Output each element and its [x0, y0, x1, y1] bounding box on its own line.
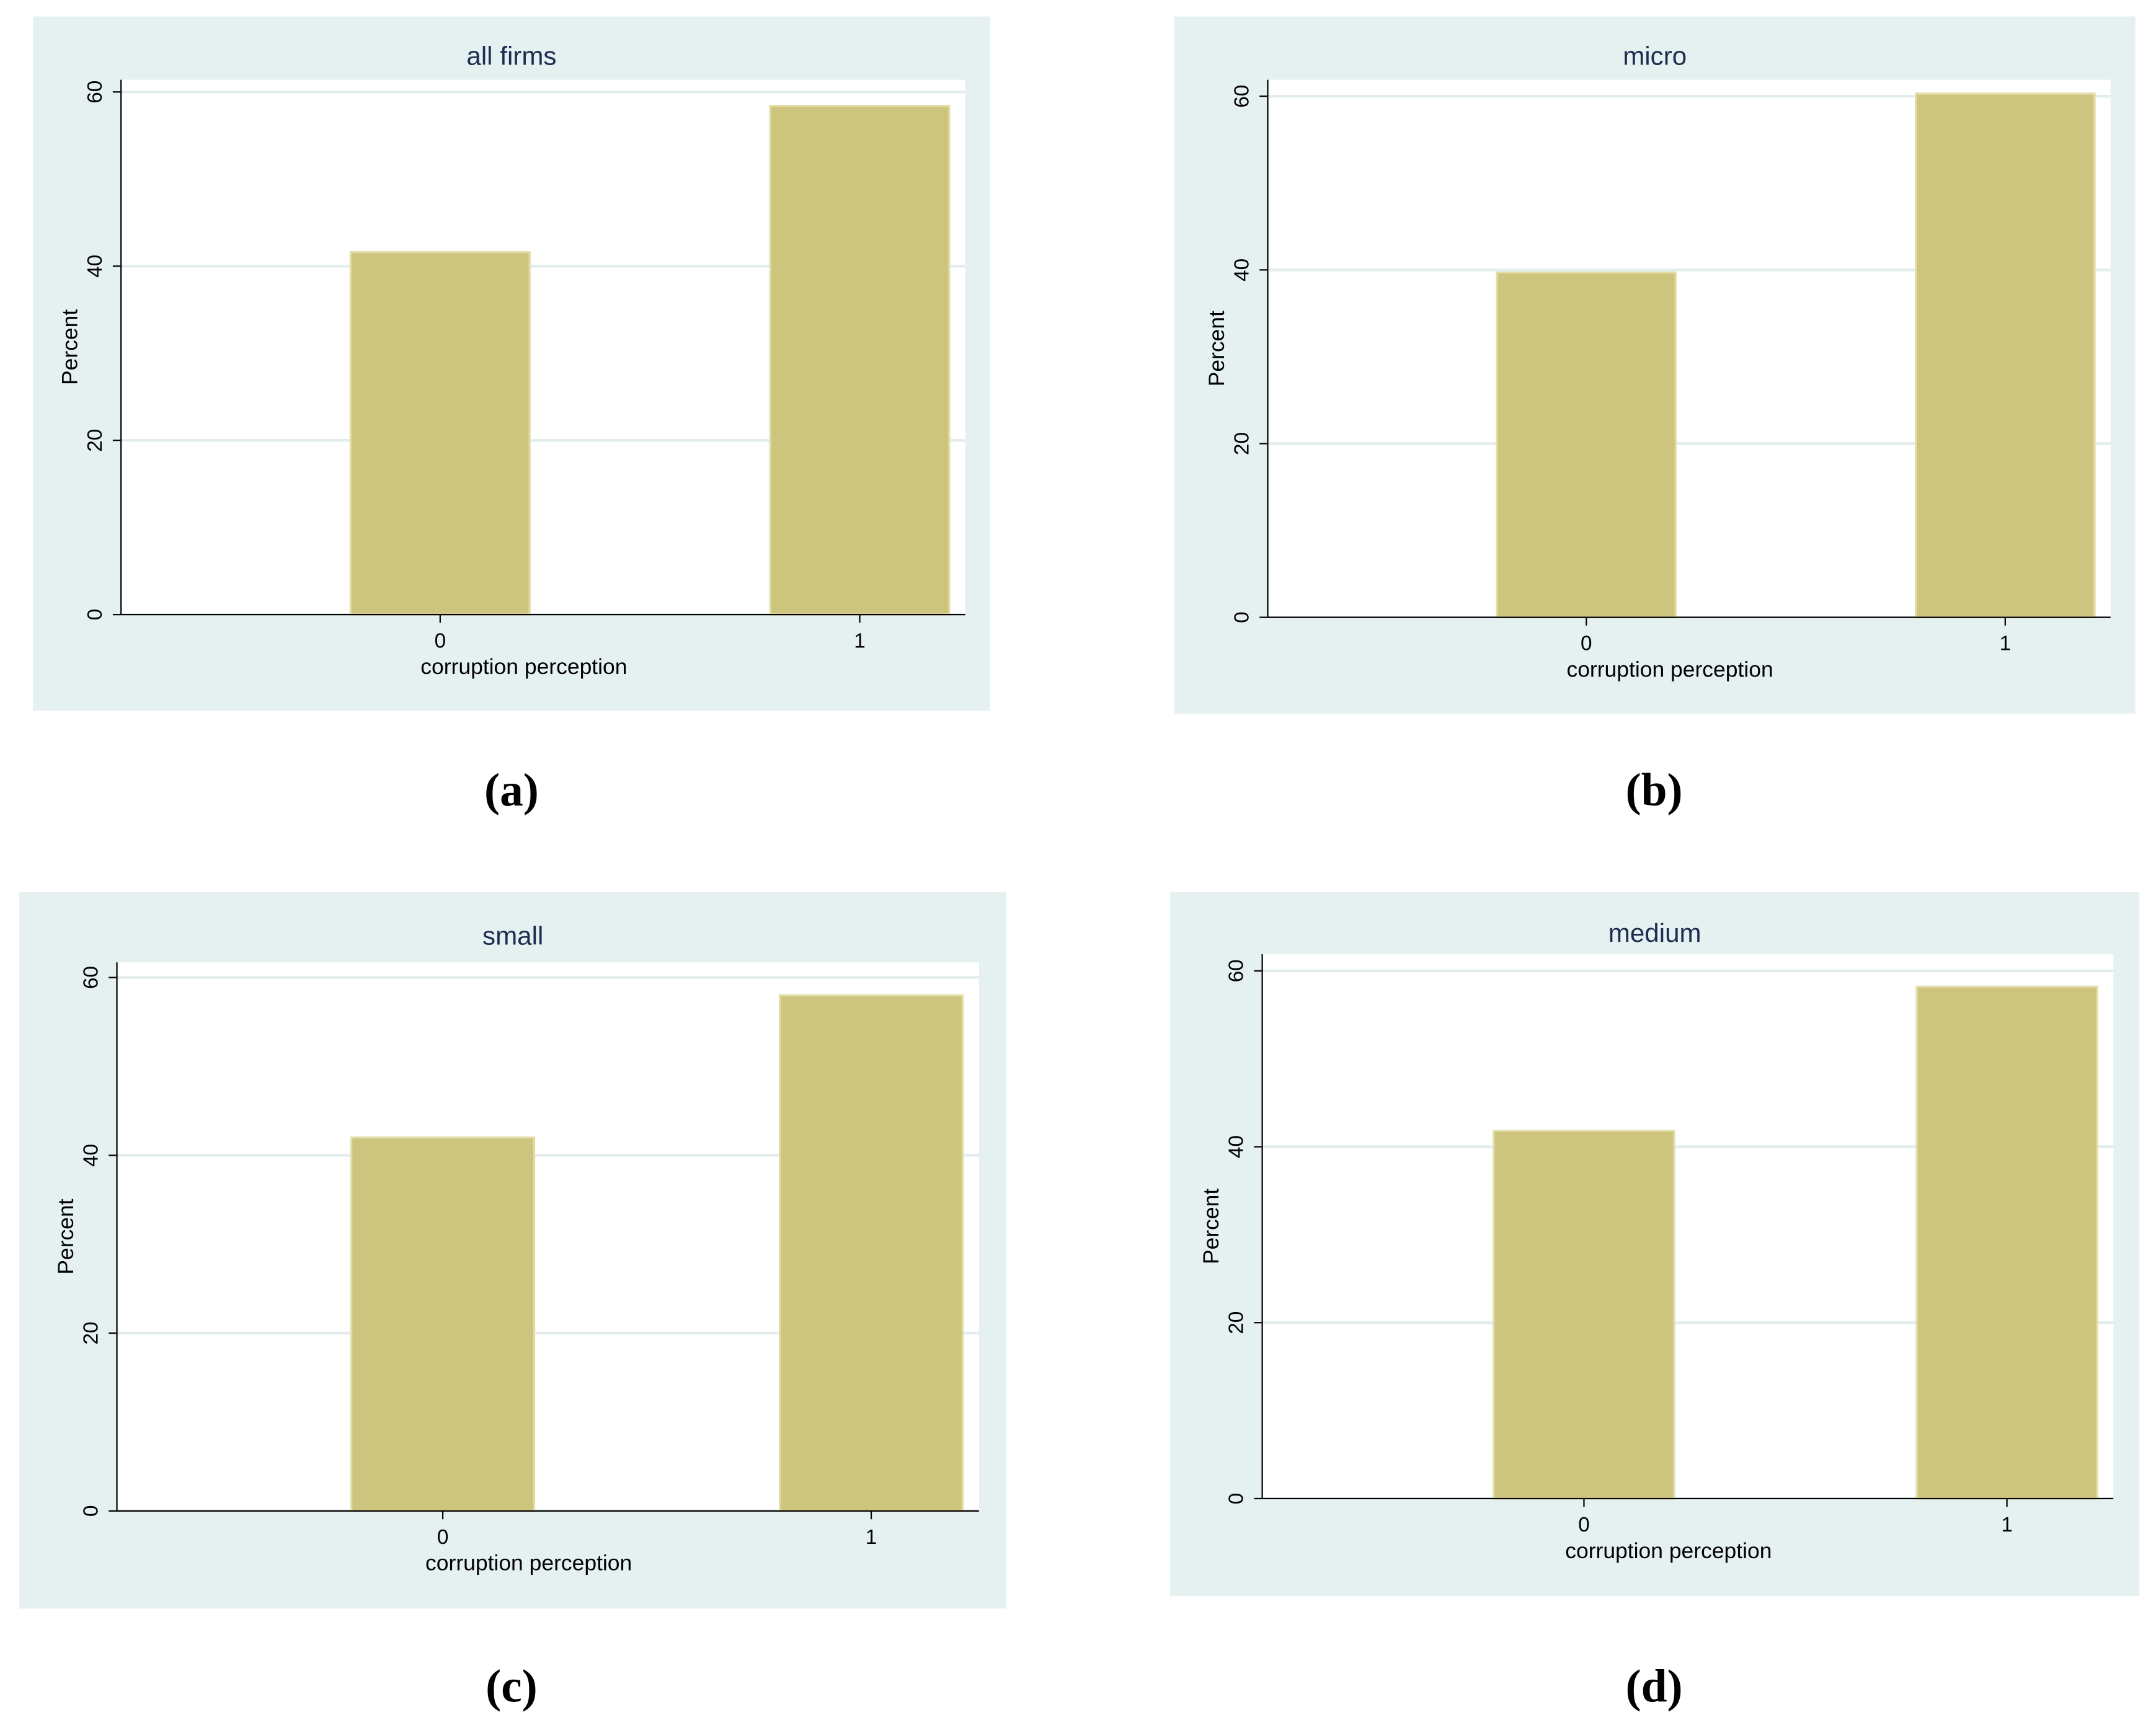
x-axis-label: corruption perception — [1565, 1538, 1772, 1563]
bar — [350, 1136, 536, 1512]
chart-panel: 0 20 40 60 0 1 micro corruption perception Perce… — [1174, 16, 2136, 816]
y-tick-label: 60 — [79, 966, 102, 989]
y-tick-label: 60 — [1225, 959, 1248, 982]
chart-panel: 0 20 40 60 0 1 medium corruption perception Perc… — [1170, 892, 2140, 1713]
panel-label: (c) — [486, 1661, 538, 1713]
x-tick-label: 1 — [2001, 1514, 2013, 1536]
x-axis-label: corruption perception — [420, 654, 627, 679]
panel-label: (b) — [1626, 765, 1683, 816]
x-tick-label: 1 — [866, 1526, 877, 1549]
x-axis-label: corruption perception — [1566, 657, 1773, 681]
x-tick-label: 1 — [854, 629, 866, 652]
y-tick-label: 60 — [1230, 85, 1253, 108]
chart-panel: 0 20 40 60 0 1 all firms corruption perception P… — [33, 16, 990, 816]
bar — [349, 251, 531, 616]
y-tick-label: 40 — [1225, 1135, 1248, 1158]
x-axis-label: corruption perception — [425, 1551, 632, 1576]
y-tick-label: 20 — [84, 429, 107, 452]
bar — [1493, 1130, 1675, 1500]
y-tick-label: 0 — [79, 1505, 102, 1517]
x-tick-label: 1 — [2000, 632, 2012, 655]
chart-title: small — [482, 921, 543, 950]
x-tick-label: 0 — [1581, 632, 1592, 655]
y-tick-label: 20 — [1230, 432, 1253, 455]
y-tick-label: 40 — [79, 1144, 102, 1167]
y-tick-label: 20 — [79, 1322, 102, 1345]
y-tick-label: 40 — [1230, 259, 1253, 281]
y-tick-label: 20 — [1225, 1311, 1248, 1334]
x-tick-label: 0 — [437, 1526, 448, 1549]
x-tick-label: 0 — [435, 629, 446, 652]
y-axis-label: Percent — [58, 309, 82, 385]
panel-label: (a) — [484, 765, 539, 816]
y-tick-label: 0 — [84, 609, 107, 621]
y-axis-label: Percent — [53, 1199, 78, 1274]
y-tick-label: 0 — [1225, 1493, 1248, 1505]
chart-panel: 0 20 40 60 0 1 small corruption perception Perce… — [19, 892, 1007, 1713]
bar — [769, 105, 951, 616]
y-tick-label: 60 — [84, 81, 107, 104]
y-tick-label: 40 — [84, 255, 107, 278]
panel-label: (d) — [1626, 1661, 1683, 1713]
bar — [1915, 985, 2098, 1500]
chart-title: micro — [1623, 41, 1687, 70]
x-tick-label: 0 — [1578, 1514, 1590, 1536]
chart-title: all firms — [466, 41, 556, 70]
y-axis-label: Percent — [1199, 1189, 1223, 1264]
y-axis-label: Percent — [1204, 311, 1229, 386]
bar — [1915, 92, 2096, 619]
bar — [1496, 271, 1677, 619]
y-tick-label: 0 — [1230, 611, 1253, 623]
chart-title: medium — [1608, 918, 1701, 947]
bar — [779, 994, 964, 1512]
